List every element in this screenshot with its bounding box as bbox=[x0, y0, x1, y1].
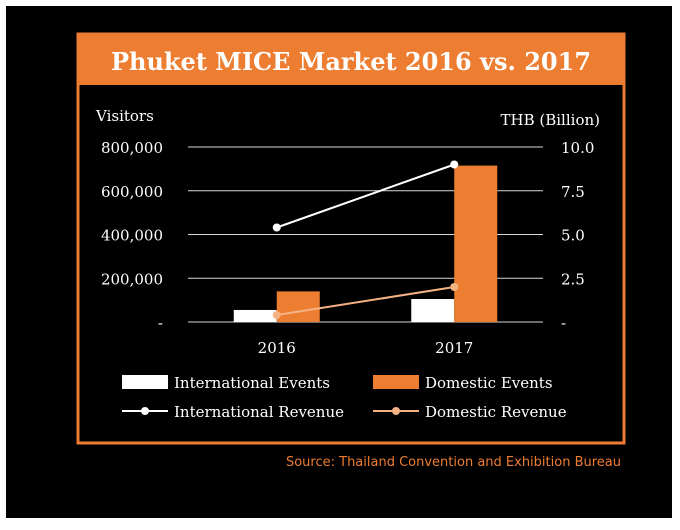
source-note: Source: Thailand Convention and Exhibiti… bbox=[286, 455, 621, 470]
category-label: 2016 bbox=[258, 339, 296, 357]
chart-title: Phuket MICE Market 2016 vs. 2017 bbox=[111, 47, 591, 76]
legend-label: Domestic Events bbox=[425, 374, 553, 392]
point-domestic-revenue bbox=[272, 311, 281, 319]
title-band bbox=[78, 34, 624, 85]
category-label: 2017 bbox=[435, 339, 473, 357]
legend-swatch bbox=[373, 375, 419, 389]
bar-domestic-events bbox=[454, 165, 498, 322]
legend-marker bbox=[141, 407, 149, 415]
legend-label: Domestic Revenue bbox=[425, 403, 567, 421]
legend-label: International Events bbox=[174, 374, 330, 392]
line-domestic-revenue bbox=[276, 286, 455, 316]
right-axis-title: THB (Billion) bbox=[501, 111, 601, 129]
bar-international-events bbox=[233, 309, 277, 322]
line-international-revenue bbox=[276, 163, 455, 229]
legend-label: International Revenue bbox=[174, 403, 344, 421]
left-tick-label: 200,000 bbox=[101, 270, 163, 288]
bar-international-events bbox=[411, 299, 455, 322]
chart-panel bbox=[76, 32, 626, 445]
bar-domestic-events bbox=[276, 291, 320, 322]
revenue-lines bbox=[272, 160, 459, 319]
category-axis-labels: 2016 2017 bbox=[258, 339, 474, 357]
left-axis-ticks: - 200,000 400,000 600,000 800,000 bbox=[101, 139, 163, 332]
right-tick-label: 2.5 bbox=[561, 270, 585, 288]
right-tick-label: 10.0 bbox=[561, 139, 594, 157]
left-tick-label: 600,000 bbox=[101, 183, 163, 201]
left-axis-title: Visitors bbox=[95, 107, 154, 125]
legend-marker bbox=[392, 407, 400, 415]
left-tick-label: 800,000 bbox=[101, 139, 163, 157]
right-tick-label: - bbox=[561, 314, 566, 332]
right-axis-ticks: - 2.5 5.0 7.5 10.0 bbox=[561, 139, 594, 332]
legend: International Events Domestic Events Inter… bbox=[122, 374, 567, 421]
left-tick-label: - bbox=[158, 314, 163, 332]
left-tick-label: 400,000 bbox=[101, 227, 163, 245]
point-international-revenue bbox=[450, 160, 459, 169]
point-international-revenue bbox=[272, 223, 281, 232]
right-tick-label: 5.0 bbox=[561, 227, 585, 245]
legend-swatch bbox=[122, 375, 168, 389]
bars bbox=[233, 165, 498, 322]
right-tick-label: 7.5 bbox=[561, 183, 585, 201]
point-domestic-revenue bbox=[450, 283, 459, 291]
